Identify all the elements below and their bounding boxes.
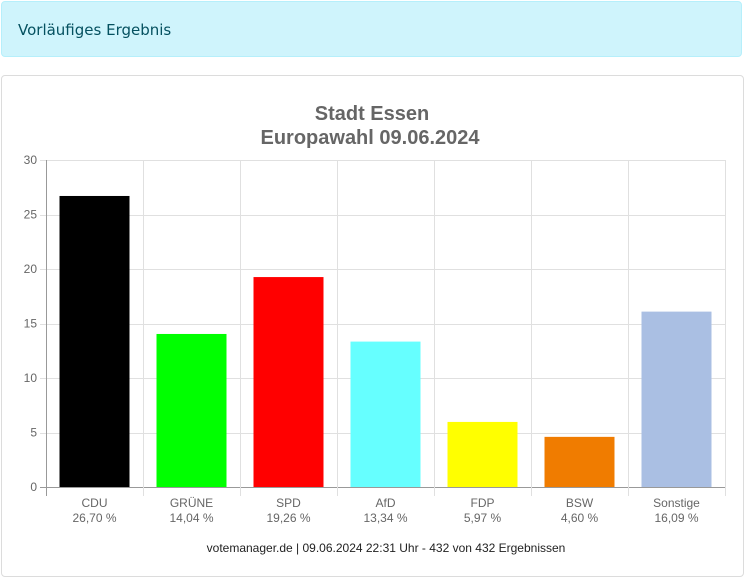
x-tick-label: BSW — [566, 496, 594, 510]
x-tick-label: GRÜNE — [170, 496, 213, 510]
bar-bsw[interactable] — [544, 436, 615, 487]
bar-spd[interactable] — [253, 277, 324, 487]
bars — [59, 195, 712, 487]
bar-cdu[interactable] — [59, 195, 130, 487]
x-tick-label: SPD — [276, 496, 301, 510]
y-tick-label: 15 — [24, 317, 38, 331]
y-tick-label: 0 — [30, 480, 37, 494]
x-tick-label: AfD — [375, 496, 395, 510]
data-label: 26,70 % — [72, 511, 116, 525]
y-tick-label: 20 — [24, 262, 38, 276]
bar-fdp[interactable] — [447, 421, 518, 487]
chart-subtitle: Europawahl 09.06.2024 — [260, 127, 480, 149]
x-tick-label: CDU — [82, 496, 108, 510]
y-axis-ticks: 0 5 10 15 20 25 30 — [24, 153, 38, 494]
status-alert: Vorläufiges Ergebnis — [1, 1, 742, 57]
x-tick-label: FDP — [471, 496, 495, 510]
x-tick-label: Sonstige — [653, 496, 700, 510]
bar-grüne[interactable] — [156, 333, 227, 487]
data-label: 14,04 % — [169, 511, 213, 525]
y-tick-label: 25 — [24, 208, 38, 222]
data-label: 16,09 % — [654, 511, 698, 525]
chart-footer: votemanager.de | 09.06.2024 22:31 Uhr - … — [207, 541, 566, 555]
y-tick-label: 30 — [24, 153, 38, 167]
alert-text: Vorläufiges Ergebnis — [18, 21, 172, 39]
data-label: 13,34 % — [363, 511, 407, 525]
data-label: 4,60 % — [561, 511, 599, 525]
chart-title: Stadt Essen — [315, 103, 429, 125]
y-tick-label: 10 — [24, 371, 38, 385]
y-tick-label: 5 — [30, 426, 37, 440]
bar-afd[interactable] — [350, 341, 421, 487]
bar-sonstige[interactable] — [641, 311, 712, 487]
data-label: 19,26 % — [266, 511, 310, 525]
data-label: 5,97 % — [464, 511, 502, 525]
